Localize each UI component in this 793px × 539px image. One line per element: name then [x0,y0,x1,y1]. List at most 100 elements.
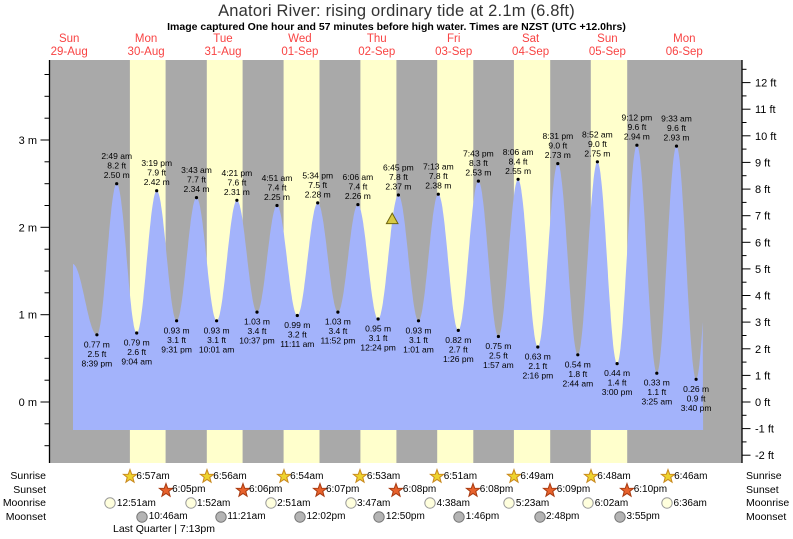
sunrise-time: 6:51am [443,470,478,482]
sunrise-time: 6:53am [366,470,401,482]
high-tide-label: 7.4 ft [268,183,288,193]
tide-point-dot [396,193,400,197]
sunset-icon [388,481,405,497]
sunset-time: 6:09pm [556,484,591,495]
tide-point-dot [536,345,540,349]
high-tide-label: 2.42 m [144,177,170,187]
high-tide-label: 9.0 ft [548,141,568,151]
moonrise-icon [661,497,673,509]
high-tide-label: 2.34 m [184,184,210,194]
tide-point-dot [215,319,219,323]
low-tide-label: 1.03 m [244,317,270,327]
y-axis-label-right: 6 ft [755,237,770,249]
moonrise-icon [264,497,277,509]
low-tide-label: 3.4 ft [328,326,348,336]
tide-point-dot [135,331,139,335]
day-label-date: 30-Aug [128,46,165,58]
sunset-time: 6:05pm [172,484,206,495]
high-tide-label: 2.31 m [224,187,250,197]
day-label-date: 04-Sep [512,46,549,58]
moonrise-icon [104,497,117,509]
high-tide-label: 8:31 pm [542,131,573,141]
sunrise-icon [659,468,676,484]
day-label-date: 03-Sep [435,46,472,58]
low-tide-label: 0.44 m [604,368,630,378]
day-label-weekday: Sun [597,33,617,45]
low-tide-label: 0.79 m [124,338,150,348]
low-tide-label: 0.77 m [84,339,110,349]
sunset-row-label-right: Sunset [746,483,779,496]
low-tide-label: 0.75 m [485,341,511,351]
low-tide-label: 3:25 am [641,397,672,407]
day-label-date: 06-Sep [666,46,703,58]
moonrise-time: 3:47am [357,497,391,509]
low-tide-label: 11:11 am [280,339,314,349]
high-tide-label: 2.26 m [345,191,371,201]
sunrise-time: 6:46am [674,470,708,482]
high-tide-label: 8:52 am [582,129,613,139]
high-tide-label: 2.37 m [385,182,411,192]
sunrise-time: 6:54am [290,470,324,482]
high-tide-label: 2.93 m [664,133,690,143]
sunset-time: 6:10pm [633,484,668,495]
y-axis-label-right: 4 ft [755,291,770,303]
high-tide-label: 8.2 ft [107,161,127,171]
tide-point-dot [516,177,520,181]
chart-subtitle: Image captured One hour and 57 minutes b… [167,21,626,33]
high-tide-label: 4:21 pm [222,168,253,178]
high-tide-label: 4:51 am [262,173,293,183]
moonset-icon [136,510,148,523]
y-axis-label-right: -2 ft [755,450,774,462]
tide-point-dot [95,333,99,337]
sunrise-time: 6:48am [597,470,631,482]
moonset-time: 1:46pm [465,511,500,522]
low-tide-label: 1.4 ft [608,378,628,388]
moonset-time: 12:02pm [306,511,346,522]
sunrise-icon [582,468,599,484]
low-tide-label: 10:37 pm [239,336,274,346]
low-tide-label: 3.1 ft [369,333,389,343]
tide-point-dot [275,203,279,208]
low-tide-label: 0.82 m [445,335,471,345]
moonset-row-label-right: Moonset [746,510,787,523]
low-tide-label: 0.9 ft [687,393,707,403]
sunset-icon [234,481,251,497]
high-tide-label: 7:13 am [423,162,454,172]
moonset-icon [294,510,306,523]
tide-point-dot [235,198,239,202]
y-axis-label-right: 11 ft [755,104,776,116]
sunset-icon [465,481,482,497]
moonrise-time: 6:02am [594,497,629,509]
sunset-time: 6:08pm [402,484,437,495]
low-tide-label: 0.26 m [683,384,709,394]
low-tide-label: 2.5 ft [87,349,107,359]
tide-point-dot [416,319,421,323]
sunset-icon [619,481,636,497]
low-tide-label: 1.1 ft [647,387,667,397]
moonset-time: 2:48pm [546,511,580,522]
low-tide-label: 9:31 pm [161,344,192,354]
high-tide-label: 2.75 m [584,148,610,158]
day-label-weekday: Sat [522,33,540,45]
high-tide-label: 7.4 ft [348,182,368,192]
high-tide-label: 2.94 m [624,132,650,142]
moonset-time: 11:21am [227,511,266,522]
y-axis-label-right: 12 ft [755,78,776,90]
sunset-icon [542,481,559,497]
sunset-row-label-left: Sunset [13,483,46,496]
sunrise-icon [198,468,215,484]
moonset-time: 12:50pm [385,511,425,522]
low-tide-label: 12:24 pm [360,343,395,353]
moonrise-icon [184,497,197,509]
tide-point-dot [556,162,560,166]
tide-point-dot [115,182,119,186]
high-tide-label: 7.9 ft [147,168,167,178]
low-tide-label: 2:16 pm [522,371,553,381]
low-tide-label: 0.99 m [284,320,310,330]
low-tide-label: 2.1 ft [528,361,548,371]
moonset-icon [373,510,386,523]
sunrise-time: 6:57am [136,470,170,482]
moonset-time: 3:55pm [626,511,660,522]
